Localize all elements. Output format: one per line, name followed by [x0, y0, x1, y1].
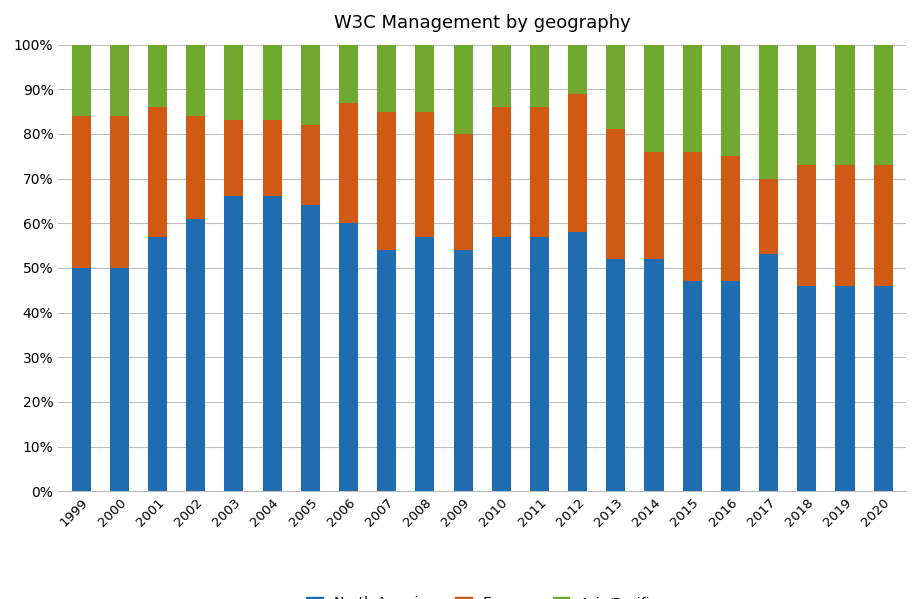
Bar: [529, 44, 549, 107]
Title: W3C Management by geography: W3C Management by geography: [334, 14, 630, 32]
Bar: [644, 44, 663, 152]
Bar: [720, 44, 739, 156]
Bar: [186, 116, 205, 219]
Bar: [224, 120, 244, 196]
Bar: [797, 165, 815, 286]
Bar: [414, 44, 434, 111]
Bar: [72, 44, 91, 116]
Bar: [873, 286, 891, 491]
Bar: [491, 107, 510, 237]
Bar: [262, 196, 281, 491]
Bar: [568, 93, 586, 232]
Bar: [606, 44, 625, 129]
Bar: [834, 44, 854, 165]
Bar: [797, 44, 815, 165]
Bar: [72, 116, 91, 268]
Bar: [873, 165, 891, 286]
Bar: [758, 44, 777, 179]
Bar: [224, 196, 244, 491]
Bar: [758, 179, 777, 255]
Bar: [262, 44, 281, 120]
Bar: [377, 250, 396, 491]
Bar: [491, 237, 510, 491]
Bar: [606, 259, 625, 491]
Bar: [72, 268, 91, 491]
Bar: [186, 44, 205, 116]
Bar: [568, 232, 586, 491]
Bar: [377, 111, 396, 250]
Bar: [644, 152, 663, 259]
Bar: [414, 111, 434, 237]
Bar: [834, 165, 854, 286]
Bar: [301, 125, 320, 205]
Bar: [453, 250, 472, 491]
Bar: [377, 44, 396, 111]
Bar: [301, 44, 320, 125]
Bar: [606, 129, 625, 259]
Bar: [453, 134, 472, 250]
Legend: North America, Europe, Asia/Pacific: North America, Europe, Asia/Pacific: [305, 597, 658, 599]
Bar: [682, 152, 701, 282]
Bar: [873, 44, 891, 165]
Bar: [301, 205, 320, 491]
Bar: [338, 44, 357, 102]
Bar: [758, 255, 777, 491]
Bar: [453, 44, 472, 134]
Bar: [644, 259, 663, 491]
Bar: [529, 237, 549, 491]
Bar: [720, 156, 739, 282]
Bar: [414, 237, 434, 491]
Bar: [720, 282, 739, 491]
Bar: [109, 268, 129, 491]
Bar: [568, 44, 586, 93]
Bar: [148, 44, 167, 107]
Bar: [224, 44, 244, 120]
Bar: [338, 223, 357, 491]
Bar: [109, 116, 129, 268]
Bar: [148, 237, 167, 491]
Bar: [109, 44, 129, 116]
Bar: [338, 102, 357, 223]
Bar: [186, 219, 205, 491]
Bar: [148, 107, 167, 237]
Bar: [262, 120, 281, 196]
Bar: [834, 286, 854, 491]
Bar: [491, 44, 510, 107]
Bar: [797, 286, 815, 491]
Bar: [529, 107, 549, 237]
Bar: [682, 282, 701, 491]
Bar: [682, 44, 701, 152]
